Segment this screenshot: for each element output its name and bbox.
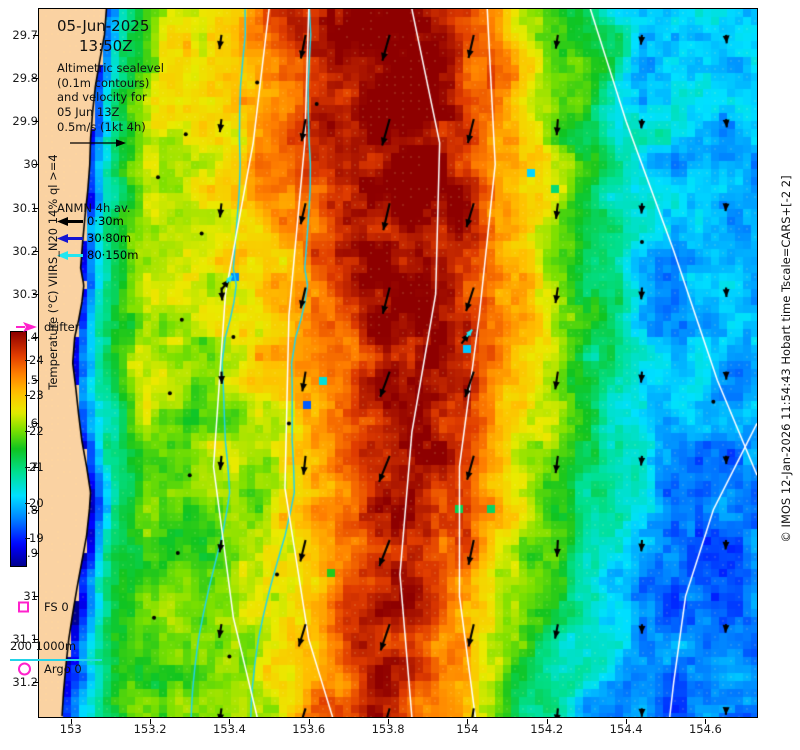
anmn-arrow-icon-2 xyxy=(57,251,83,260)
x-tick-label: 154.4 xyxy=(609,722,643,736)
colorbar-tick-mark xyxy=(25,359,30,361)
y-tick-label: 29.7 xyxy=(12,27,38,42)
anmn-legend-label-1: 30·80m xyxy=(87,231,132,245)
y-tick-mark xyxy=(33,596,38,598)
x-tick-mark xyxy=(229,719,231,724)
y-tick-mark xyxy=(33,207,38,209)
copyright-credit: © IMOS 12-Jan-2026 11:54:43 Hobart time … xyxy=(779,175,793,543)
x-tick-label: 153.8 xyxy=(371,722,405,736)
colorbar-label: Temperature (°C) VIIRS_N20 14% ql >=4 xyxy=(46,154,60,390)
y-tick-mark xyxy=(33,337,38,339)
fs-square-icon xyxy=(18,601,29,613)
x-tick-mark xyxy=(626,719,628,724)
colorbar-tick-mark xyxy=(25,538,30,540)
drifter-arrow-icon xyxy=(16,322,37,332)
x-tick-label: 154.2 xyxy=(530,722,564,736)
x-tick-mark xyxy=(705,719,707,724)
overlay-layer xyxy=(39,9,757,717)
fs-legend-label: FS 0 xyxy=(44,600,69,614)
colorbar-tick-mark xyxy=(25,502,30,504)
map-time: 13:50Z xyxy=(79,37,133,55)
y-tick-label: 31.1 xyxy=(12,632,38,647)
colorbar-tick-label: 20 xyxy=(29,495,44,510)
anmn-legend-title: ANMN 4h av. xyxy=(57,201,131,215)
y-tick-label: 30.1 xyxy=(12,200,38,215)
y-tick-label: 29.8 xyxy=(12,71,38,86)
x-tick-label: 153.2 xyxy=(133,722,167,736)
anmn-legend-label-2: 80·150m xyxy=(87,248,139,262)
x-tick-label: 153.4 xyxy=(212,722,246,736)
map-plot-area[interactable]: 05-Jun-2025 13:50Z Altimetric sealevel (… xyxy=(38,8,758,718)
y-tick-mark xyxy=(33,121,38,123)
drifter-legend-label: drifter xyxy=(44,320,80,334)
x-tick-mark xyxy=(546,719,548,724)
map-description: Altimetric sealevel (0.1m contours) and … xyxy=(57,61,164,134)
y-tick-mark xyxy=(33,682,38,684)
x-tick-label: 154.6 xyxy=(688,722,722,736)
anmn-arrow-icon-0 xyxy=(57,217,83,226)
y-tick-mark xyxy=(33,250,38,252)
colorbar-tick-label: 21 xyxy=(29,459,44,474)
y-tick-label: 30 xyxy=(23,157,38,172)
x-tick-mark xyxy=(388,719,390,724)
velocity-scale-arrow-icon xyxy=(70,139,126,147)
colorbar-tick-label: 23 xyxy=(29,388,44,403)
y-tick-mark xyxy=(33,466,38,468)
y-tick-mark xyxy=(33,423,38,425)
x-tick-label: 154 xyxy=(456,722,479,736)
argo-legend-label: Argo 0 xyxy=(44,662,82,676)
x-tick-mark xyxy=(150,719,152,724)
anmn-legend-label-0: 0·30m xyxy=(87,214,124,228)
colorbar-tick-label: 22 xyxy=(29,424,44,439)
bathymetry-scale-label: 200 1000m xyxy=(10,639,77,653)
colorbar-tick-mark xyxy=(25,395,30,397)
y-tick-mark xyxy=(33,293,38,295)
y-tick-label: 31.2 xyxy=(12,675,38,690)
y-tick-mark xyxy=(33,380,38,382)
x-tick-label: 153.6 xyxy=(292,722,326,736)
x-tick-mark xyxy=(308,719,310,724)
x-tick-label: 153 xyxy=(59,722,82,736)
y-tick-label: 29.9 xyxy=(12,114,38,129)
colorbar-tick-label: 24 xyxy=(29,352,44,367)
map-date: 05-Jun-2025 xyxy=(57,17,150,35)
x-tick-mark xyxy=(70,719,72,724)
temperature-colorbar xyxy=(10,331,27,567)
colorbar-tick-mark xyxy=(25,466,30,468)
y-tick-mark xyxy=(33,164,38,166)
y-tick-mark xyxy=(33,34,38,36)
colorbar-tick-mark xyxy=(25,431,30,433)
y-tick-mark xyxy=(33,78,38,80)
y-tick-mark xyxy=(33,552,38,554)
y-tick-label: 30.3 xyxy=(12,286,38,301)
y-tick-label: 31 xyxy=(23,589,38,604)
bathymetry-scale-line xyxy=(10,659,102,661)
argo-circle-icon xyxy=(18,662,31,676)
anmn-arrow-icon-1 xyxy=(57,234,83,243)
x-tick-mark xyxy=(467,719,469,724)
y-tick-label: 30.2 xyxy=(12,243,38,258)
y-tick-mark xyxy=(33,509,38,511)
colorbar-tick-label: 19 xyxy=(29,531,44,546)
y-tick-mark xyxy=(33,639,38,641)
